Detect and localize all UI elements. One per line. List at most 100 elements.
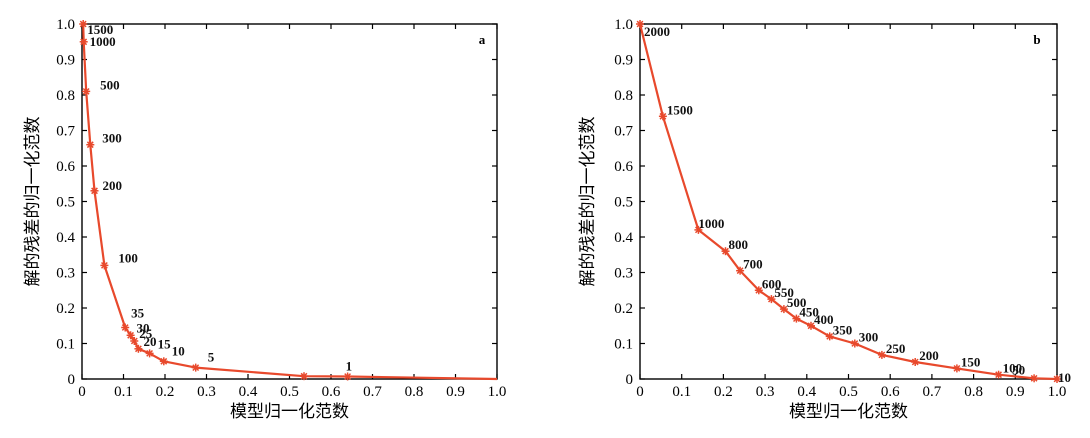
- chart-a-y-tick-label: 0: [68, 372, 76, 388]
- chart-a-x-tick-label: 0.6: [322, 384, 341, 400]
- chart-a-y-tick-label: 0.9: [56, 53, 75, 69]
- chart-a-data-label: 15: [158, 336, 172, 351]
- chart-a-data-point: [134, 344, 143, 353]
- chart-a-y-tick-label: 0.1: [56, 337, 75, 353]
- chart-b-data-point: [767, 295, 776, 304]
- chart-b-data-label: 700: [743, 257, 763, 272]
- chart-b-y-tick-label: 0.8: [614, 88, 633, 104]
- chart-b-data-label: 2000: [644, 24, 670, 39]
- chart-b-x-axis-label: 模型归一化范数: [789, 402, 908, 422]
- chart-b-y-tick-label: 0: [626, 372, 634, 388]
- chart-b-y-tick-label: 0.1: [614, 337, 633, 353]
- chart-b-x-tick-label: 0.4: [797, 384, 816, 400]
- chart-b-data-label: 50: [1012, 362, 1025, 377]
- chart-a-x-axis-label: 模型归一化范数: [230, 402, 349, 422]
- chart-b-data-label: 200: [919, 348, 939, 363]
- chart-a-x-tick-label: 0.3: [197, 384, 216, 400]
- chart-b-data-label: 10: [1058, 370, 1071, 385]
- chart-a-x-tick-label: 1.0: [488, 384, 507, 400]
- chart-b-data-point: [952, 364, 961, 373]
- chart-b-data-label: 800: [728, 237, 748, 252]
- chart-a-data-point: [191, 363, 200, 372]
- chart-b-y-tick-label: 0.5: [614, 195, 633, 211]
- chart-a-x-tick-label: 0.9: [446, 384, 465, 400]
- chart-b-x-tick-label: 0.3: [756, 384, 775, 400]
- chart-b-panel-letter: b: [1033, 32, 1040, 47]
- chart-b-x-tick-label: 0.8: [964, 384, 983, 400]
- chart-b-x-tick-label: 0.9: [1006, 384, 1025, 400]
- chart-a-series-tail: [347, 375, 498, 381]
- chart-b-y-tick-label: 0.3: [614, 266, 633, 282]
- chart-a-data-label: 1500: [87, 22, 113, 37]
- chart-a-panel-letter: a: [479, 32, 486, 47]
- chart-a-y-tick-label: 0.7: [56, 124, 75, 140]
- chart-b-data-point: [825, 332, 834, 341]
- chart-b-data-label: 300: [859, 330, 879, 345]
- chart-b-data-label: 250: [886, 341, 906, 356]
- chart-a-x-tick-label: 0.4: [239, 384, 258, 400]
- chart-b-y-tick-label: 0.2: [614, 301, 633, 317]
- chart-a-y-tick-label: 0.4: [56, 230, 75, 246]
- chart-a-x-tick-label: 0: [78, 384, 86, 400]
- chart-b-x-tick-label: 0.2: [714, 384, 733, 400]
- chart-b-data-label: 600: [762, 276, 782, 291]
- chart-b-y-tick-label: 0.4: [614, 230, 633, 246]
- chart-b-data-point: [877, 350, 886, 359]
- chart-b-y-tick-label: 1.0: [614, 17, 633, 33]
- chart-a-y-tick-label: 0.3: [56, 266, 75, 282]
- chart-panel-a: 0 0.1 0.2 0.3 0.4 0.5 0.6 0.7 0.8 0.9 1.0 0 0.1 0.2 0.…: [0, 0, 520, 438]
- chart-b-data-point: [636, 20, 644, 28]
- chart-a-x-tick-label: 0.2: [156, 384, 175, 400]
- chart-a-data-label: 10: [172, 343, 185, 358]
- chart-a-data-point: [145, 349, 154, 358]
- chart-a-y-tick-label: 1.0: [56, 17, 75, 33]
- chart-a-data-point: [79, 37, 88, 46]
- chart-a-x-tick-label: 0.7: [363, 384, 382, 400]
- chart-a-x-tick-label: 0.8: [405, 384, 424, 400]
- chart-b-data-point: [736, 266, 745, 275]
- chart-a-data-point: [130, 337, 139, 345]
- chart-a-data-point: [300, 372, 308, 381]
- chart-b-data-point: [1053, 375, 1061, 383]
- chart-a-data-point: [343, 372, 352, 381]
- chart-b-y-tick-label: 0.7: [614, 124, 633, 140]
- chart-a-data-point: [100, 261, 109, 270]
- chart-b-data-point: [994, 370, 1003, 379]
- chart-a-data-point: [159, 357, 168, 366]
- chart-a-data-label: 20: [143, 334, 156, 349]
- chart-a-x-tick-label: 0.1: [114, 384, 133, 400]
- chart-b-data-point: [850, 339, 859, 348]
- chart-b-y-axis-label: 解的残差的归一化范数: [578, 117, 598, 287]
- chart-b-data-point: [807, 321, 815, 330]
- chart-b-data-label: 500: [787, 295, 807, 310]
- chart-b-data-point: [658, 112, 667, 121]
- chart-b-x-tick-label: 0.7: [923, 384, 942, 400]
- chart-a-data-label: 500: [100, 77, 120, 92]
- chart-b-data-point: [721, 247, 730, 256]
- chart-b-data-label: 550: [774, 285, 794, 300]
- chart-a-y-tick-label: 0.5: [56, 195, 75, 211]
- chart-a-data-label: 200: [102, 178, 122, 193]
- chart-panel-b: 0 0.1 0.2 0.3 0.4 0.5 0.6 0.7 0.8 0.9 1.0 0 0.1 0.2 0.…: [545, 0, 1090, 438]
- chart-b-data-point: [779, 305, 788, 314]
- chart-b-x-tick-label: 0.6: [881, 384, 900, 400]
- chart-a-data-label: 5: [208, 350, 215, 365]
- chart-b-y-tick-label: 0.6: [614, 159, 633, 175]
- chart-a-svg: 0 0.1 0.2 0.3 0.4 0.5 0.6 0.7 0.8 0.9 1.0 0 0.1 0.2 0.…: [23, 17, 507, 422]
- chart-b-x-tick-label: 1.0: [1048, 384, 1067, 400]
- chart-b-data-label: 150: [961, 354, 981, 369]
- chart-a-data-point: [86, 140, 95, 149]
- chart-a-data-label: 1000: [90, 34, 116, 49]
- chart-b-data-point: [694, 225, 703, 234]
- chart-b-x-tick-label: 0.5: [839, 384, 858, 400]
- chart-a-data-point: [121, 323, 130, 332]
- chart-b-data-point: [792, 314, 801, 323]
- chart-b-y-tick-label: 0.9: [614, 53, 633, 69]
- chart-b-data-label: 100: [1003, 361, 1023, 376]
- chart-a-data-point: [90, 186, 99, 195]
- chart-a-data-label: 30: [137, 320, 150, 335]
- chart-b-data-label: 1000: [698, 216, 724, 231]
- chart-a-data-label: 1: [346, 359, 353, 374]
- chart-b-series-line: [638, 23, 1058, 381]
- chart-b-x-tick-label: 0: [636, 384, 644, 400]
